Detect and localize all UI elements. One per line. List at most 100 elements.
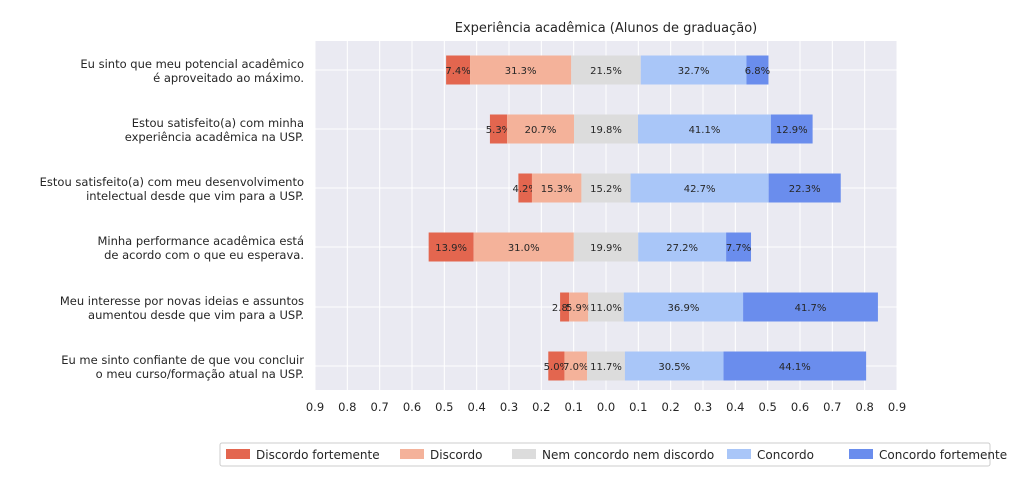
bar-segment — [446, 55, 471, 85]
bar-segment — [581, 173, 631, 203]
data-label: 44.1% — [779, 362, 811, 373]
data-label: 5.3% — [486, 125, 511, 136]
data-label: 30.5% — [658, 362, 690, 373]
x-tick-label: 0.3 — [694, 400, 712, 414]
bar-segment — [531, 173, 582, 203]
bar-segment — [770, 114, 813, 144]
data-label: 41.7% — [795, 303, 827, 314]
x-tick-label: 0.0 — [597, 400, 615, 414]
data-label: 41.1% — [689, 125, 721, 136]
bar-segment — [518, 173, 532, 203]
data-label: 31.3% — [505, 66, 537, 77]
bar-segment — [473, 232, 574, 262]
legend-label: Nem concordo nem discordo — [542, 448, 714, 462]
bar-segment — [638, 232, 727, 262]
bar-segment — [569, 292, 589, 322]
legend-swatch — [727, 449, 751, 459]
x-tick-label: 0.6 — [791, 400, 809, 414]
bar-segment — [768, 173, 841, 203]
data-label: 27.2% — [666, 243, 698, 254]
x-tick-label: 0.6 — [403, 400, 421, 414]
x-tick-label: 0.7 — [371, 400, 389, 414]
data-label: 21.5% — [590, 66, 622, 77]
x-tick-label: 0.9 — [306, 400, 324, 414]
data-label: 5.9% — [566, 303, 591, 314]
data-label: 12.9% — [776, 125, 808, 136]
data-label: 2.8% — [552, 303, 577, 314]
x-tick-label: 0.3 — [500, 400, 518, 414]
data-label: 22.3% — [789, 184, 821, 195]
y-category-label: Minha performance acadêmica está de acord… — [97, 234, 304, 262]
x-axis-ticks: 0.9 0.8 0.7 0.6 0.5 0.4 0.3 0.2 0.1 0.0 0.1 0.2 0.3 0… — [306, 400, 906, 414]
data-label: 42.7% — [684, 184, 716, 195]
data-label: 31.0% — [508, 243, 540, 254]
bar-segment — [507, 114, 574, 144]
legend-swatch — [849, 449, 873, 459]
bar-segment — [640, 55, 747, 85]
data-label: 7.0% — [563, 362, 588, 373]
legend-label: Concordo — [757, 448, 814, 462]
y-category-label: Meu interesse por novas ideias e assunto… — [60, 294, 304, 322]
bar-group: 7.4% 31.3% 21.5% 32.7% 6.8% 5.3% 20.7% 19.8% 41.… — [428, 55, 878, 381]
data-label: 13.9% — [435, 243, 467, 254]
x-tick-label: 0.5 — [759, 400, 777, 414]
bar-segment — [428, 232, 474, 262]
legend-swatch — [400, 449, 424, 459]
data-label: 15.2% — [590, 184, 622, 195]
data-label: 19.8% — [590, 125, 622, 136]
data-label: 6.8% — [745, 66, 770, 77]
x-tick-label: 0.9 — [888, 400, 906, 414]
bar-segment — [560, 292, 570, 322]
x-tick-label: 0.1 — [629, 400, 647, 414]
legend-label: Concordo fortemente — [879, 448, 1007, 462]
x-tick-label: 0.2 — [662, 400, 680, 414]
x-tick-label: 0.1 — [565, 400, 583, 414]
y-category-label: Eu me sinto confiante de que vou conclui… — [61, 353, 304, 381]
bar-segment — [638, 114, 771, 144]
bar-segment — [573, 114, 639, 144]
legend-label: Discordo fortemente — [256, 448, 380, 462]
bar-segment — [746, 55, 769, 85]
x-tick-label: 0.8 — [856, 400, 874, 414]
bar-segment — [623, 292, 744, 322]
bar-segment — [489, 114, 508, 144]
bar-segment — [723, 351, 867, 381]
x-tick-label: 0.4 — [468, 400, 486, 414]
data-label: 7.4% — [445, 66, 470, 77]
bar-segment — [630, 173, 769, 203]
x-tick-label: 0.7 — [823, 400, 841, 414]
data-label: 36.9% — [668, 303, 700, 314]
bar-segment — [624, 351, 724, 381]
data-label: 11.7% — [590, 362, 622, 373]
y-category-label: Eu sinto que meu potencial acadêmico é ap… — [80, 57, 304, 85]
data-label: 5.0% — [544, 362, 569, 373]
x-tick-label: 0.5 — [435, 400, 453, 414]
data-label: 4.2% — [512, 184, 537, 195]
legend-frame — [219, 442, 991, 467]
bar-segment — [587, 351, 625, 381]
data-label: 15.3% — [541, 184, 573, 195]
x-tick-label: 0.2 — [532, 400, 550, 414]
data-label: 11.0% — [590, 303, 622, 314]
legend-swatch — [512, 449, 536, 459]
legend-swatch — [226, 449, 250, 459]
data-label: 19.9% — [590, 243, 622, 254]
y-category-label: Estou satisfeito(a) com minha experiência… — [125, 116, 304, 144]
chart-title: Experiência acadêmica (Alunos de graduaç… — [455, 21, 758, 36]
data-label: 20.7% — [525, 125, 557, 136]
legend: Discordo fortemente Discordo Nem concordo … — [219, 442, 1007, 467]
legend-label: Discordo — [430, 448, 482, 462]
y-category-label: Estou satisfeito(a) com meu desenvolvime… — [40, 175, 304, 203]
data-label: 32.7% — [678, 66, 710, 77]
y-axis-labels: Eu sinto que meu potencial acadêmico é ap… — [40, 57, 305, 381]
x-tick-label: 0.8 — [338, 400, 356, 414]
x-tick-label: 0.4 — [726, 400, 744, 414]
bar-segment — [743, 292, 878, 322]
data-label: 7.7% — [726, 243, 751, 254]
bar-segment — [726, 232, 752, 262]
bar-segment — [588, 292, 624, 322]
bar-segment — [573, 232, 639, 262]
bar-segment — [571, 55, 641, 85]
bar-segment — [548, 351, 565, 381]
